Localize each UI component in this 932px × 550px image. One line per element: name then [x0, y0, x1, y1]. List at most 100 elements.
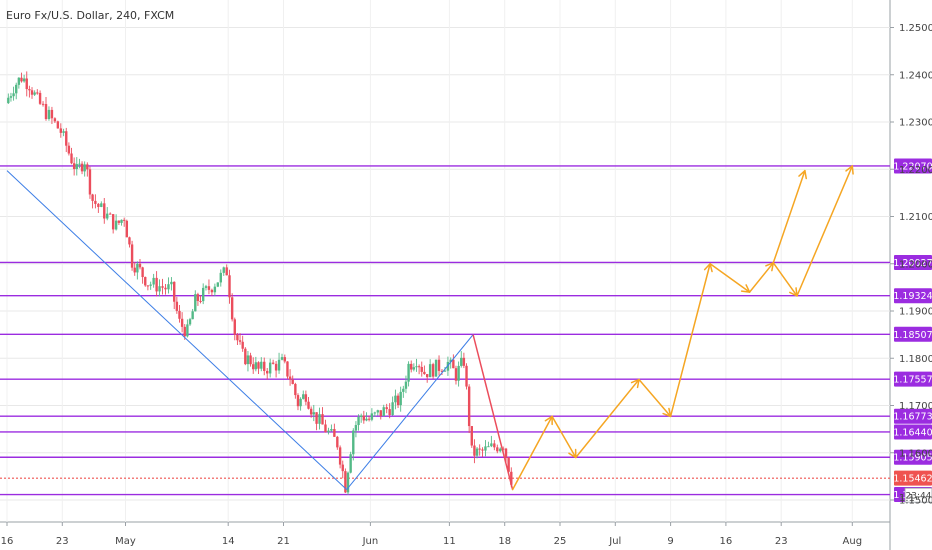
- candle-body: [385, 407, 388, 410]
- candle-body: [175, 301, 179, 311]
- candle-body: [7, 97, 10, 104]
- partial-tick-label: 1.1: [899, 493, 915, 504]
- candle-body: [222, 267, 225, 273]
- candle-body: [244, 348, 247, 365]
- candle-body: [504, 448, 508, 458]
- candle-body: [233, 319, 236, 335]
- level-price-label: 1.15905: [893, 453, 932, 464]
- level-price-tag: [894, 408, 932, 424]
- candle-body: [280, 357, 284, 360]
- projection-segment: [511, 415, 553, 491]
- candle-body: [152, 277, 155, 285]
- candle-body: [33, 92, 36, 95]
- candle-body: [370, 413, 374, 420]
- y-tick-label: 1.25000: [899, 23, 932, 34]
- candle-body: [188, 319, 192, 325]
- candle-body: [155, 277, 158, 292]
- candle-body: [260, 361, 263, 369]
- candle-body: [44, 104, 48, 120]
- candle-body: [510, 471, 513, 485]
- level-price-tag: [894, 288, 932, 304]
- candle-body: [130, 244, 134, 268]
- level-price-tag: [894, 371, 932, 387]
- candle-body: [462, 357, 466, 366]
- candle-body: [338, 447, 342, 465]
- candle-body: [20, 77, 23, 82]
- candle-body: [65, 131, 68, 146]
- candle-body: [352, 430, 355, 455]
- x-tick-label: 25: [554, 536, 567, 547]
- candle-body: [263, 361, 266, 371]
- x-tick-label: 23: [775, 536, 788, 547]
- candle-body: [204, 286, 208, 288]
- candle-body: [125, 220, 129, 238]
- candle-body: [173, 281, 176, 302]
- level-price-tag: [894, 424, 932, 440]
- candle-body: [362, 415, 366, 421]
- candle-body: [117, 220, 121, 223]
- candle-body: [271, 362, 275, 364]
- candle-body: [146, 285, 150, 287]
- candle-body: [449, 359, 452, 362]
- candle-body: [496, 447, 499, 452]
- candle-body: [443, 370, 447, 372]
- x-tick-label: 9: [667, 536, 673, 547]
- projection-segment: [709, 263, 751, 293]
- candle-body: [196, 294, 200, 301]
- candle-body: [428, 364, 432, 378]
- candle-body: [62, 131, 65, 133]
- candle-body: [475, 448, 479, 456]
- x-tick-label: 16: [720, 536, 733, 547]
- projection-segment: [772, 262, 798, 297]
- candle-body: [391, 402, 394, 416]
- candle-body: [457, 365, 460, 381]
- candle-body: [180, 318, 184, 327]
- x-tick-label: May: [115, 536, 136, 547]
- x-tick-label: Jul: [608, 536, 621, 547]
- candle-body: [138, 263, 142, 268]
- candle-body: [274, 363, 278, 371]
- candle-body: [213, 286, 217, 293]
- chart-title: Euro Fx/U.S. Dollar, 240, FXCM: [6, 9, 175, 22]
- x-tick-label: 14: [222, 536, 235, 547]
- candle-body: [25, 78, 28, 90]
- candle-body: [91, 194, 94, 201]
- candle-body: [410, 363, 413, 370]
- candle-body: [373, 412, 377, 414]
- candle-body: [149, 284, 152, 286]
- candle-body: [80, 163, 84, 172]
- candle-body: [106, 213, 109, 219]
- candle-body: [465, 365, 468, 387]
- candle-body: [425, 374, 429, 378]
- candle-body: [108, 213, 112, 215]
- x-tick-label: 18: [498, 536, 511, 547]
- candle-body: [210, 289, 214, 293]
- candle-body: [241, 341, 244, 349]
- candle-body: [382, 407, 385, 417]
- candle-body: [507, 457, 510, 472]
- candle-body: [161, 286, 164, 288]
- candle-body: [434, 359, 438, 377]
- current-price-label: 1.15462: [893, 474, 932, 485]
- candle-body: [431, 364, 435, 377]
- candle-body: [454, 368, 458, 381]
- candle-body: [346, 472, 350, 493]
- time-axis: 16 23 May 14 21 Jun 11 18 25 Jul 9 16 23 Aug: [1, 522, 862, 547]
- level-price-tag: [894, 158, 932, 174]
- candle-body: [47, 109, 51, 120]
- projection-segment: [551, 415, 577, 459]
- candle-body: [315, 412, 318, 424]
- level-price-label: 1.16440: [893, 427, 932, 438]
- candle-body: [122, 219, 126, 221]
- current-price-tag: [894, 470, 932, 486]
- candle-body: [344, 471, 347, 493]
- candle-body: [336, 436, 339, 448]
- candle-body: [257, 362, 260, 369]
- candle-body: [41, 103, 45, 105]
- countdown-label: 23:44: [906, 492, 932, 502]
- level-price-label: 1.18507: [893, 330, 932, 341]
- candle-body: [246, 355, 250, 365]
- candle-body: [158, 286, 161, 292]
- candle-body: [299, 398, 302, 407]
